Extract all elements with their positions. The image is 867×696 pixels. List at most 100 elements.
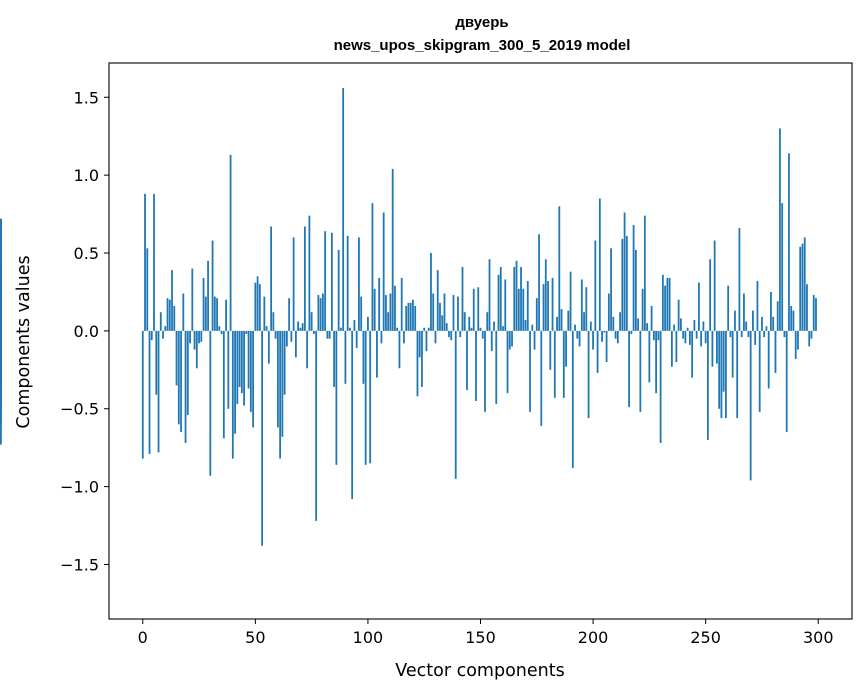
bar	[538, 234, 540, 331]
bar	[655, 330, 658, 394]
bar	[693, 319, 696, 331]
bar	[184, 330, 187, 444]
bar	[524, 319, 527, 331]
bar	[585, 287, 588, 331]
bar	[202, 277, 205, 331]
y-tick-label: 1.5	[74, 88, 99, 107]
bar	[567, 310, 570, 331]
bar	[517, 288, 520, 331]
bar	[607, 293, 610, 331]
bar	[421, 330, 423, 387]
bar	[213, 296, 216, 331]
bar	[745, 321, 748, 331]
bar	[294, 330, 297, 358]
bar	[274, 330, 277, 339]
bar	[495, 330, 498, 405]
bar	[569, 271, 572, 331]
bar	[150, 330, 153, 341]
bar	[502, 326, 504, 331]
bar	[562, 330, 565, 398]
bar	[475, 330, 477, 401]
bar	[427, 327, 430, 331]
bar	[731, 330, 734, 378]
bar	[303, 226, 306, 331]
bar	[281, 330, 284, 437]
bar	[144, 193, 146, 331]
bar	[328, 330, 331, 339]
bar	[148, 330, 151, 454]
bar	[173, 305, 176, 331]
bar	[434, 330, 437, 344]
bar	[625, 235, 628, 331]
bar	[425, 330, 428, 352]
bar	[610, 248, 612, 331]
bar	[315, 330, 318, 521]
bar	[396, 327, 399, 331]
bar	[738, 228, 741, 331]
bar	[367, 316, 369, 331]
bar	[276, 330, 279, 428]
bar	[378, 277, 381, 331]
bar	[574, 324, 576, 331]
bar	[686, 327, 689, 331]
bar	[240, 330, 243, 394]
bar	[182, 293, 185, 331]
bar	[324, 231, 327, 331]
bar	[493, 321, 495, 331]
bar	[344, 330, 347, 384]
bar	[790, 305, 793, 331]
bar	[792, 310, 795, 331]
bar	[443, 293, 446, 331]
bar	[603, 330, 606, 333]
bar	[549, 330, 552, 370]
bar	[772, 316, 775, 331]
bar	[175, 330, 178, 386]
bar	[204, 296, 207, 331]
bar	[225, 299, 227, 331]
bar	[436, 270, 439, 331]
bar	[799, 246, 802, 331]
bar	[468, 316, 471, 331]
bar	[592, 330, 594, 350]
x-tick-label: 200	[578, 628, 609, 647]
bar	[486, 312, 489, 331]
bar	[650, 305, 653, 331]
bar	[373, 288, 376, 331]
bar	[637, 318, 640, 331]
bar	[513, 267, 516, 331]
bar	[171, 270, 173, 331]
bar	[312, 330, 315, 334]
bar	[553, 330, 556, 398]
bar	[504, 279, 507, 331]
bar	[506, 330, 509, 394]
bar	[267, 330, 270, 364]
bar	[720, 330, 723, 419]
bar	[589, 321, 592, 331]
bar	[155, 330, 158, 395]
bar	[385, 295, 387, 331]
bar	[168, 299, 171, 331]
bar	[407, 302, 410, 331]
bar	[529, 330, 531, 412]
bar	[146, 248, 149, 331]
x-tick-label: 50	[245, 628, 265, 647]
bar	[340, 327, 342, 331]
bar	[301, 323, 304, 331]
bar	[376, 330, 378, 378]
bar	[261, 330, 263, 546]
bar	[774, 330, 777, 373]
bar	[551, 277, 554, 331]
bar	[540, 330, 543, 426]
bar	[292, 237, 295, 331]
bar	[470, 327, 473, 331]
bar	[472, 288, 475, 331]
bar	[418, 330, 421, 358]
bar	[761, 316, 763, 331]
bar	[479, 327, 482, 331]
bar	[511, 330, 513, 347]
bar	[652, 330, 655, 341]
bar	[191, 268, 194, 331]
bar	[445, 323, 448, 331]
bar	[700, 330, 703, 347]
bar	[353, 319, 356, 331]
